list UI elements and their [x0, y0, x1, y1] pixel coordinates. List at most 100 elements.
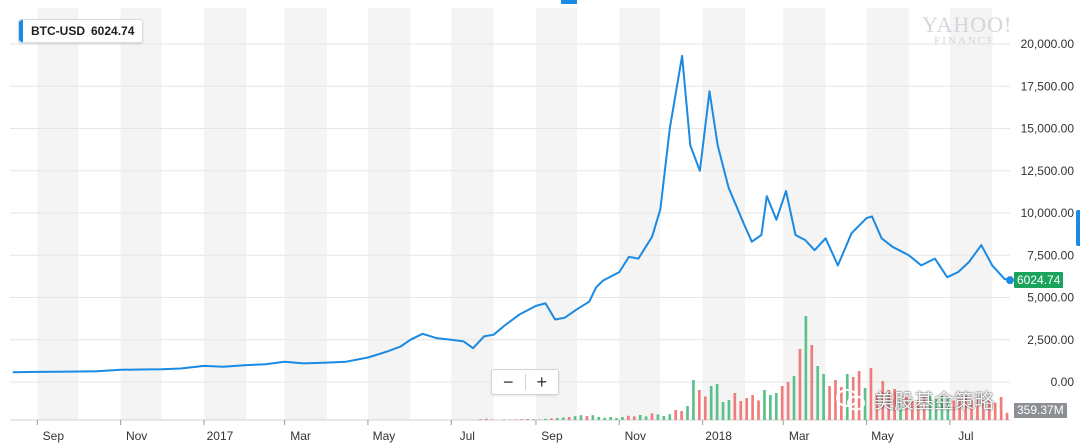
y-tick-label: 17,500.00 — [1021, 79, 1075, 93]
watermark-text: 美股基金策略 — [874, 391, 994, 413]
month-band — [451, 8, 494, 420]
volume-bar — [686, 406, 689, 420]
month-band — [535, 8, 577, 420]
volume-bar — [881, 381, 885, 420]
volume-bar — [591, 415, 595, 420]
last-price-dot — [1006, 276, 1014, 285]
volume-bar — [928, 396, 932, 420]
volume-bar — [1005, 412, 1009, 420]
volume-bar — [585, 416, 589, 420]
right-scroll-handle[interactable] — [1076, 210, 1080, 246]
volume-bar — [982, 400, 985, 420]
legend-value: 6024.74 — [91, 24, 135, 38]
volume-bar — [816, 366, 820, 420]
x-tick-label: Mar — [789, 429, 810, 443]
y-gridlines — [10, 43, 1010, 421]
y-tick-label: 5,000.00 — [1027, 291, 1074, 305]
x-axis: Sep Nov 2017 Mar May Jul Sep Nov 2018 Mar May Jul — [36, 420, 974, 443]
volume-bar — [863, 388, 867, 420]
volume-bar — [520, 419, 524, 420]
volume-bar — [786, 382, 790, 420]
volume-bar — [727, 400, 731, 420]
volume-bars — [479, 316, 1009, 420]
volume-bar — [899, 400, 902, 420]
brand-line-2: FINANCE — [934, 35, 996, 47]
x-tick-label: Nov — [625, 429, 646, 443]
x-tick-label: Jul — [460, 429, 475, 443]
y-tick-label: 10,000.00 — [1021, 206, 1075, 220]
volume-bar — [615, 418, 618, 420]
brand-line-1: YAHOO! — [922, 12, 1013, 37]
y-tick-label: 2,500.00 — [1027, 333, 1074, 347]
volume-bar — [804, 316, 808, 420]
top-range-handle[interactable] — [561, 0, 577, 4]
volume-bar — [644, 416, 648, 420]
volume-bar — [780, 386, 784, 420]
volume-bar — [526, 419, 530, 420]
y-tick-label: 12,500.00 — [1021, 164, 1075, 178]
volume-bar — [668, 414, 672, 420]
watermark: 美股基金策略 — [836, 385, 994, 414]
month-band — [284, 8, 327, 420]
volume-bar — [502, 419, 506, 420]
month-band — [866, 8, 909, 420]
minus-icon[interactable]: − — [502, 372, 514, 392]
volume-bar — [792, 376, 796, 420]
month-band — [120, 8, 162, 420]
y-axis: 20,000.00 17,500.00 15,000.00 12,500.00 10,0… — [1021, 37, 1075, 389]
volume-bar — [485, 418, 488, 420]
zoom-control[interactable]: − + — [491, 369, 559, 395]
volume-bar — [946, 398, 950, 420]
volume-bar — [851, 377, 855, 420]
volume-bar — [952, 400, 956, 420]
last-volume-tag: 359.37M — [1014, 403, 1067, 418]
volume-bar — [887, 390, 891, 420]
volume-bar — [958, 399, 962, 420]
volume-bar — [834, 380, 837, 420]
volume-bar — [550, 418, 553, 420]
volume-bar — [650, 413, 654, 420]
volume-bar — [698, 390, 701, 420]
volume-bar — [999, 397, 1003, 420]
x-tick-label: Mar — [290, 429, 311, 443]
plus-icon[interactable]: + — [536, 372, 547, 392]
volume-bar — [822, 374, 825, 420]
volume-bar — [632, 416, 636, 420]
volume-bar — [798, 349, 802, 420]
volume-bar — [751, 395, 754, 420]
x-tick-label: May — [373, 429, 396, 443]
volume-bar — [916, 400, 920, 420]
x-tick-label: May — [871, 429, 894, 443]
month-band — [949, 8, 993, 420]
volume-bar — [911, 401, 914, 420]
month-band — [203, 8, 247, 420]
volume-bar — [964, 396, 967, 420]
x-tick-label: 2017 — [207, 429, 234, 443]
volume-bar — [638, 415, 642, 420]
volume-bar — [709, 386, 713, 420]
volume-bar — [940, 396, 944, 420]
volume-bar — [490, 419, 494, 420]
volume-bar — [970, 400, 973, 420]
x-tick-label: Nov — [126, 429, 147, 443]
volume-bar — [976, 399, 979, 420]
volume-bar — [828, 386, 831, 420]
volume-bar — [656, 414, 660, 420]
series-color-swatch — [19, 20, 23, 42]
volume-bar — [603, 417, 607, 420]
yahoo-finance-logo: YAHOO! FINANCE — [922, 12, 1013, 47]
volume-bar — [934, 399, 938, 420]
volume-bar — [733, 393, 737, 420]
last-price-tag: 6024.74 — [1014, 272, 1064, 289]
series-legend[interactable]: BTC-USD 6024.74 — [18, 19, 144, 43]
volume-bar — [561, 417, 565, 420]
volume-bar — [905, 397, 908, 420]
volume-bar — [674, 410, 678, 420]
volume-bar — [721, 402, 725, 420]
volume-bar — [627, 415, 630, 420]
volume-bar — [922, 397, 926, 420]
volume-bar — [609, 417, 612, 420]
volume-bar — [875, 394, 879, 420]
volume-bar — [993, 402, 997, 420]
